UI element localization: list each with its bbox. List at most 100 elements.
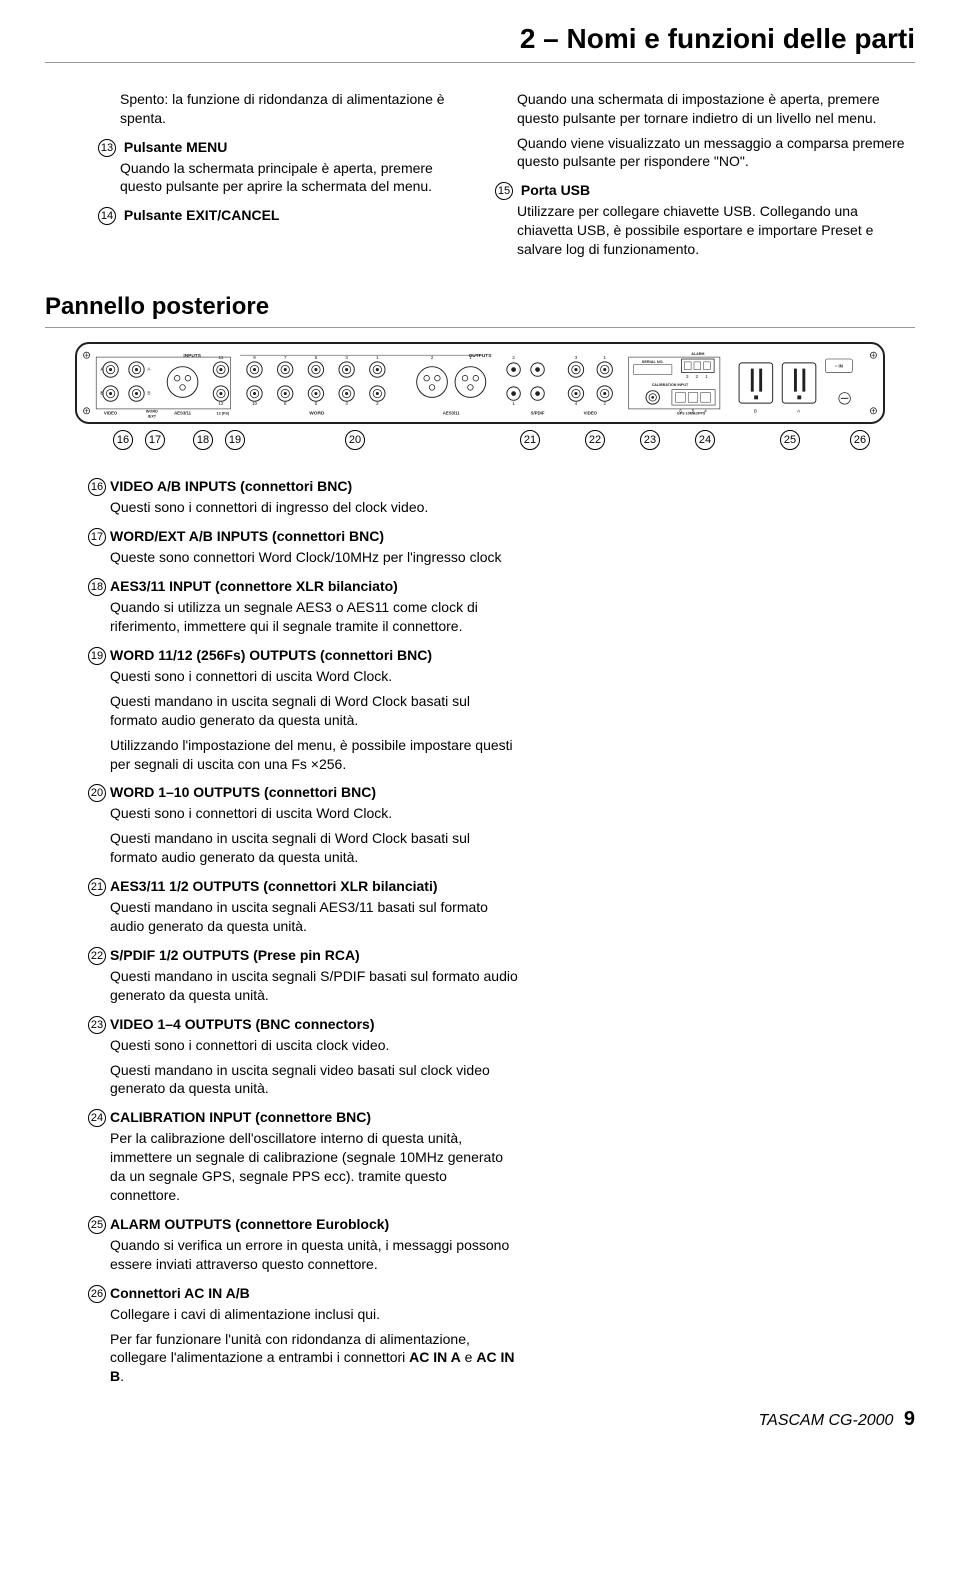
- item-23-p1: Questi sono i connettori di uscita clock…: [110, 1036, 520, 1055]
- item-24-p1: Per la calibrazione dell'oscillatore int…: [110, 1129, 520, 1205]
- svg-text:4: 4: [575, 401, 578, 407]
- callout-20: 20: [345, 430, 365, 450]
- svg-text:OUTPUTS: OUTPUTS: [469, 354, 492, 360]
- item-15-title: Porta USB: [521, 182, 590, 198]
- item-26-p1: Collegare i cavi di alimentazione inclus…: [110, 1305, 520, 1324]
- right-column: Quando una schermata di impostazione è a…: [495, 88, 915, 269]
- svg-text:ALARM: ALARM: [691, 353, 704, 357]
- svg-text:12 (FS): 12 (FS): [216, 412, 229, 416]
- item-19-p3: Utilizzando l'impostazione del menu, è p…: [110, 736, 520, 774]
- svg-text:WORD: WORD: [146, 410, 158, 414]
- item-19: 19WORD 11/12 (256Fs) OUTPUTS (connettori…: [45, 646, 915, 773]
- svg-text:5: 5: [692, 409, 695, 415]
- item-14: 14 Pulsante EXIT/CANCEL: [45, 206, 465, 225]
- svg-text:1: 1: [603, 355, 606, 361]
- item-13-p1: Quando la schermata principale è aperta,…: [120, 159, 465, 197]
- item-20-p1: Questi sono i connettori di uscita Word …: [110, 804, 520, 823]
- svg-text:12: 12: [218, 401, 224, 407]
- item-25: 25ALARM OUTPUTS (connettore Euroblock) Q…: [45, 1215, 915, 1274]
- item-21: 21AES3/11 1/2 OUTPUTS (connettori XLR bi…: [45, 877, 915, 936]
- svg-text:INPUTS: INPUTS: [183, 354, 201, 360]
- item-17-title: WORD/EXT A/B INPUTS (connettori BNC): [110, 528, 384, 544]
- svg-text:11: 11: [218, 355, 223, 361]
- callout-21: 21: [520, 430, 540, 450]
- footer-model: TASCAM CG-2000: [759, 1412, 894, 1429]
- item-22-num: 22: [88, 947, 106, 965]
- section-heading: Pannello posteriore: [45, 291, 915, 328]
- item-17: 17WORD/EXT A/B INPUTS (connettori BNC) Q…: [45, 527, 915, 567]
- callout-18: 18: [193, 430, 213, 450]
- item-26: 26Connettori AC IN A/B Collegare i cavi …: [45, 1284, 915, 1387]
- callout-22: 22: [585, 430, 605, 450]
- svg-text:3: 3: [345, 355, 348, 361]
- svg-text:2: 2: [431, 355, 434, 361]
- item-18-num: 18: [88, 578, 106, 596]
- item-21-p1: Questi mandano in uscita segnali AES3/11…: [110, 898, 520, 936]
- item-18-title: AES3/11 INPUT (connettore XLR bilanciato…: [110, 578, 398, 594]
- svg-text:1: 1: [469, 355, 472, 361]
- svg-text:SERIAL NO.: SERIAL NO.: [642, 360, 664, 364]
- svg-text:2: 2: [696, 375, 699, 381]
- footer: TASCAM CG-2000 9: [45, 1406, 915, 1433]
- svg-text:~ IN: ~ IN: [835, 364, 843, 369]
- rear-panel-wrap: INPUTSABVIDEOABWORD/EXTAES3/11111212 (FS…: [45, 342, 915, 424]
- item-19-p2: Questi mandano in uscita segnali di Word…: [110, 692, 520, 730]
- item-17-p1: Queste sono connettori Word Clock/10MHz …: [110, 548, 520, 567]
- svg-text:2: 2: [603, 401, 606, 407]
- svg-text:AES3/11: AES3/11: [443, 411, 461, 416]
- svg-text:AES3/11: AES3/11: [174, 411, 192, 416]
- lower-items: 16VIDEO A/B INPUTS (connettori BNC) Ques…: [45, 477, 915, 1386]
- right-p1: Quando una schermata di impostazione è a…: [517, 90, 915, 128]
- right-p2: Quando viene visualizzato un messaggio a…: [517, 134, 915, 172]
- callout-23: 23: [640, 430, 660, 450]
- svg-text:10: 10: [252, 401, 258, 407]
- item-24-title: CALIBRATION INPUT (connettore BNC): [110, 1109, 371, 1125]
- item-13-title: Pulsante MENU: [124, 139, 227, 155]
- callout-26: 26: [850, 430, 870, 450]
- item-23-title: VIDEO 1–4 OUTPUTS (BNC connectors): [110, 1016, 375, 1032]
- callout-row: 1617181920212223242526: [45, 430, 915, 452]
- svg-text:6: 6: [679, 409, 682, 415]
- svg-text:6: 6: [315, 401, 318, 407]
- svg-text:5: 5: [315, 355, 318, 361]
- right-intro: Quando una schermata di impostazione è a…: [495, 90, 915, 172]
- svg-text:1: 1: [512, 401, 515, 407]
- svg-text:B: B: [754, 409, 757, 415]
- svg-text:A: A: [147, 367, 151, 373]
- svg-text:VIDEO: VIDEO: [584, 411, 598, 416]
- item-23-num: 23: [88, 1016, 106, 1034]
- item-25-p1: Quando si verifica un errore in questa u…: [110, 1236, 520, 1274]
- callout-19: 19: [225, 430, 245, 450]
- item-15: 15 Porta USB Utilizzare per collegare ch…: [495, 181, 915, 259]
- item-16-num: 16: [88, 478, 106, 496]
- svg-text:2: 2: [512, 355, 515, 361]
- item-22: 22S/PDIF 1/2 OUTPUTS (Prese pin RCA) Que…: [45, 946, 915, 1005]
- svg-text:S/PDIF: S/PDIF: [531, 411, 545, 416]
- item-21-num: 21: [88, 878, 106, 896]
- svg-text:CALIBRATION INPUT: CALIBRATION INPUT: [652, 383, 689, 387]
- item-14-title: Pulsante EXIT/CANCEL: [124, 207, 280, 223]
- callout-24: 24: [695, 430, 715, 450]
- svg-text:VIDEO: VIDEO: [104, 411, 118, 416]
- svg-text:9: 9: [253, 355, 256, 361]
- item-26-p2: Per far funzionare l'unità con ridondanz…: [110, 1330, 520, 1387]
- item-20-title: WORD 1–10 OUTPUTS (connettori BNC): [110, 784, 376, 800]
- item-15-p1: Utilizzare per collegare chiavette USB. …: [517, 202, 915, 259]
- svg-text:A: A: [797, 409, 801, 415]
- item-23: 23VIDEO 1–4 OUTPUTS (BNC connectors) Que…: [45, 1015, 915, 1099]
- item-13: 13 Pulsante MENU Quando la schermata pri…: [45, 138, 465, 197]
- item-13-num: 13: [98, 139, 116, 157]
- svg-text:4: 4: [704, 409, 707, 415]
- item-22-p1: Questi mandano in uscita segnali S/PDIF …: [110, 967, 520, 1005]
- svg-text:2: 2: [376, 401, 379, 407]
- item-20-p2: Questi mandano in uscita segnali di Word…: [110, 829, 520, 867]
- item-20: 20WORD 1–10 OUTPUTS (connettori BNC) Que…: [45, 783, 915, 867]
- item-24-num: 24: [88, 1109, 106, 1127]
- callout-17: 17: [145, 430, 165, 450]
- item-26-title: Connettori AC IN A/B: [110, 1285, 250, 1301]
- svg-text:B: B: [100, 391, 104, 397]
- svg-text:WORD: WORD: [309, 411, 325, 417]
- callout-16: 16: [113, 430, 133, 450]
- svg-text:4: 4: [345, 401, 348, 407]
- svg-text:A: A: [100, 367, 104, 373]
